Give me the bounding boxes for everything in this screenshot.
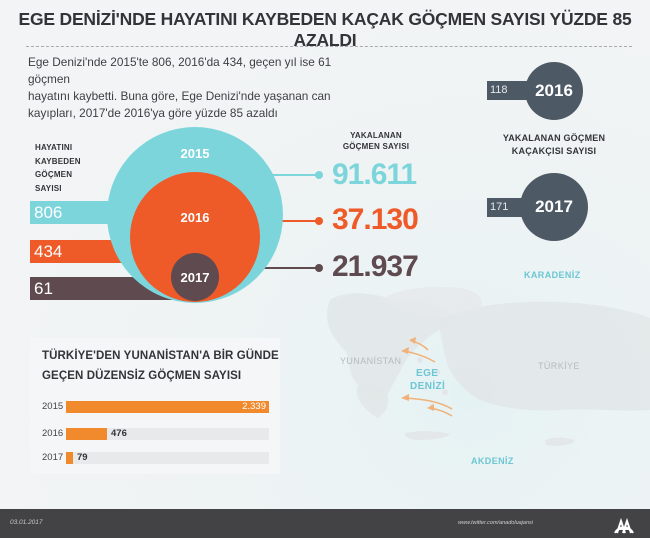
bubble-2017-year: 2017 bbox=[180, 270, 210, 285]
daily-value-2017: 79 bbox=[77, 452, 88, 463]
map-label-karadeniz: KARADENİZ bbox=[524, 270, 581, 280]
bubble-2016-year: 2016 bbox=[180, 210, 210, 225]
smugglers-year-2016: 2016 bbox=[535, 81, 573, 100]
daily-track-2016 bbox=[66, 428, 269, 440]
turkey-shape bbox=[439, 301, 650, 411]
smugglers-circle-2016 bbox=[525, 62, 583, 120]
footer: 03.01.2017 www.twitter.com/anadoluajansi bbox=[0, 509, 650, 538]
aa-logo-icon bbox=[614, 517, 634, 534]
caught-2016-value: 37.130 bbox=[332, 203, 419, 236]
smugglers-value-box-2017: 171 bbox=[487, 198, 527, 217]
greece-shape bbox=[327, 293, 455, 402]
daily-year-2016: 2016 bbox=[42, 428, 64, 439]
connector-2015 bbox=[272, 174, 318, 176]
deaths-label: HAYATINI KAYBEDEN GÖÇMEN SAYISI bbox=[35, 141, 81, 195]
connector-2016 bbox=[258, 220, 318, 222]
caught-label-line: YAKALANAN bbox=[350, 131, 402, 140]
caught-2017-value: 21.937 bbox=[332, 250, 419, 283]
intro-line: Ege Denizi'nde 2015'te 806, 2016'da 434,… bbox=[28, 55, 332, 86]
smugglers-value-box-2016: 118 bbox=[487, 81, 531, 100]
deaths-label-line: KAYBEDEN bbox=[35, 156, 81, 166]
deaths-label-line: GÖÇMEN bbox=[35, 170, 73, 179]
map-label-ege-2: DENİZİ bbox=[410, 381, 446, 392]
daily-chart-title: TÜRKİYE'DEN YUNANİSTAN'A BİR GÜNDE GEÇEN… bbox=[42, 346, 279, 386]
deaths-value-2017: 61 bbox=[34, 279, 53, 298]
smugglers-label-line: KAÇAKÇISI SAYISI bbox=[511, 146, 597, 156]
map-label-akdeniz: AKDENİZ bbox=[471, 456, 514, 466]
deaths-label-line: HAYATINI bbox=[35, 143, 73, 152]
daily-bar-2017 bbox=[66, 452, 73, 464]
intro-text: Ege Denizi'nde 2015'te 806, 2016'da 434,… bbox=[28, 54, 358, 122]
daily-track-2017 bbox=[66, 452, 269, 464]
intro-line: hayatını kaybetti. Buna göre, Ege Denizi… bbox=[28, 89, 331, 103]
connector-dot-2015 bbox=[315, 171, 323, 179]
map-label-yunanistan: YUNANİSTAN bbox=[340, 356, 402, 366]
daily-title-line: GEÇEN DÜZENSİZ GÖÇMEN SAYISI bbox=[42, 370, 242, 382]
deaths-value-2016: 434 bbox=[34, 242, 63, 261]
page-title: EGE DENİZİ'NDE HAYATINI KAYBEDEN KAÇAK G… bbox=[18, 9, 632, 50]
daily-value-2015: 2.339 bbox=[242, 401, 266, 412]
connector-dot-2017 bbox=[315, 264, 323, 272]
intro-line: kayıpları, 2017'de 2016'ya göre yüzde 85… bbox=[28, 106, 278, 120]
daily-value-2016: 476 bbox=[111, 428, 127, 439]
map-label-ege-1: EGE bbox=[416, 368, 439, 379]
smugglers-value-2017: 171 bbox=[490, 201, 509, 213]
connector-2017 bbox=[215, 267, 318, 269]
smugglers-year-2017: 2017 bbox=[535, 197, 573, 216]
daily-bar-2015 bbox=[66, 401, 269, 413]
footer-date: 03.01.2017 bbox=[10, 519, 43, 526]
smugglers-label: YAKALANAN GÖÇMEN KAÇAKÇISI SAYISI bbox=[490, 132, 618, 158]
deaths-label-line: SAYISI bbox=[35, 183, 62, 193]
caught-label-line: GÖÇMEN SAYISI bbox=[342, 142, 410, 151]
smugglers-label-line: YAKALANAN GÖÇMEN bbox=[502, 133, 606, 143]
smugglers-value-2016: 118 bbox=[490, 84, 508, 96]
daily-year-2015: 2015 bbox=[42, 401, 64, 412]
map-label-turkiye: TÜRKİYE bbox=[538, 361, 580, 371]
daily-bar-2016 bbox=[66, 428, 107, 440]
caught-migrants-label: YAKALANAN GÖÇMEN SAYISI bbox=[332, 130, 420, 152]
caught-2015-value: 91.611 bbox=[332, 158, 417, 191]
daily-title-line: TÜRKİYE'DEN YUNANİSTAN'A BİR GÜNDE bbox=[42, 350, 279, 362]
deaths-value-2015: 806 bbox=[34, 203, 63, 222]
title-divider bbox=[26, 46, 632, 47]
bubble-2015-year: 2015 bbox=[180, 146, 210, 161]
footer-url[interactable]: www.twitter.com/anadoluajansi bbox=[458, 520, 533, 526]
connector-dot-2016 bbox=[315, 217, 323, 225]
daily-year-2017: 2017 bbox=[42, 452, 64, 463]
bubble-2017 bbox=[171, 253, 219, 301]
smugglers-circle-2017 bbox=[520, 173, 588, 241]
